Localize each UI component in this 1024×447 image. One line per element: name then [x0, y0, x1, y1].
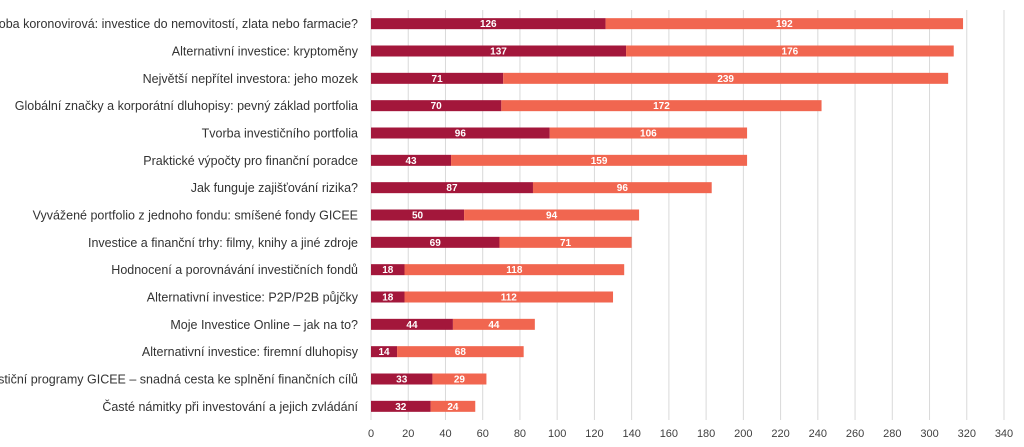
x-tick-label: 80 — [514, 428, 526, 440]
bar-segment-series-2 — [452, 318, 535, 330]
bar-value-label: 137 — [490, 47, 507, 58]
bar-segment-series-1 — [371, 182, 533, 194]
bar-value-label: 192 — [776, 19, 793, 30]
bar-segment-series-1 — [371, 264, 405, 276]
bar-segment-series-2 — [499, 236, 632, 248]
bar-segment-series-1 — [371, 127, 550, 139]
x-tick-label: 260 — [846, 428, 864, 440]
category-label: Globální značky a korporátní dluhopisy: … — [15, 99, 358, 113]
x-tick-label: 120 — [585, 428, 603, 440]
bar-segment-series-2 — [549, 127, 748, 139]
bar-segment-series-2 — [430, 400, 476, 412]
bar-segment-series-1 — [371, 100, 502, 112]
bar-segment-series-2 — [451, 154, 748, 166]
bar-value-label: 159 — [591, 156, 608, 167]
bar-value-label: 172 — [653, 101, 670, 112]
bar-value-label: 176 — [782, 47, 799, 58]
bar-segment-series-1 — [371, 45, 627, 57]
category-label: Doba koronovirová: investice do nemovito… — [0, 17, 358, 31]
bar-value-label: 118 — [506, 265, 523, 276]
bar-value-label: 44 — [488, 320, 500, 331]
bar-segment-series-2 — [432, 373, 487, 385]
category-label: Největší nepřítel investora: jeho mozek — [143, 72, 359, 86]
category-label: Hodnocení a porovnávání investičních fon… — [111, 263, 358, 277]
bar-value-label: 239 — [717, 74, 734, 85]
bar-value-label: 126 — [480, 19, 497, 30]
bar-value-label: 18 — [382, 293, 394, 304]
x-tick-label: 0 — [368, 428, 374, 440]
bar-segment-series-1 — [371, 18, 606, 30]
category-label: Investiční programy GICEE – snadná cesta… — [0, 373, 358, 387]
bar-segment-series-2 — [605, 18, 964, 30]
bar-value-label: 71 — [560, 238, 572, 249]
x-tick-label: 200 — [734, 428, 752, 440]
category-label: Investice a finanční trhy: filmy, knihy … — [88, 236, 358, 250]
category-label: Alternativní investice: firemní dluhopis… — [142, 345, 359, 359]
bar-value-label: 106 — [640, 129, 657, 140]
bar-segment-series-1 — [371, 291, 405, 303]
bar-value-label: 32 — [395, 402, 407, 413]
category-label: Praktické výpočty pro finanční poradce — [143, 154, 358, 168]
bar-value-label: 68 — [455, 347, 467, 358]
bar-segment-series-2 — [503, 72, 949, 84]
x-tick-label: 280 — [883, 428, 901, 440]
category-label: Časté námitky při investování a jejich z… — [102, 399, 358, 414]
bar-segment-series-2 — [532, 182, 712, 194]
bar-value-label: 33 — [396, 375, 408, 386]
category-labels: Doba koronovirová: investice do nemovito… — [0, 17, 359, 414]
bars: 126 192 137 176 71 239 70 172 96 106 43 159 87 96 50 94… — [371, 18, 964, 413]
x-tick-label: 180 — [697, 428, 715, 440]
category-label: Vyvážené portfolio z jednoho fondu: smíš… — [33, 209, 358, 223]
bar-segment-series-1 — [371, 209, 465, 221]
bar-value-label: 70 — [431, 101, 443, 112]
bar-value-label: 29 — [454, 375, 466, 386]
bar-segment-series-2 — [626, 45, 954, 57]
x-tick-label: 340 — [995, 428, 1013, 440]
x-tick-label: 20 — [402, 428, 414, 440]
x-tick-label: 100 — [548, 428, 566, 440]
bar-segment-series-1 — [371, 154, 452, 166]
x-tick-label: 240 — [809, 428, 827, 440]
x-tick-label: 320 — [958, 428, 976, 440]
x-tick-label: 300 — [920, 428, 938, 440]
bar-value-label: 94 — [546, 211, 558, 222]
x-tick-label: 60 — [477, 428, 489, 440]
bar-value-label: 96 — [617, 183, 629, 194]
bar-value-label: 50 — [412, 211, 424, 222]
bar-value-label: 18 — [382, 265, 394, 276]
bar-segment-series-1 — [371, 346, 398, 358]
category-label: Tvorba investičního portfolia — [202, 127, 358, 141]
bar-segment-series-2 — [464, 209, 640, 221]
x-tick-label: 140 — [622, 428, 640, 440]
category-label: Alternativní investice: P2P/P2B půjčky — [147, 291, 359, 305]
category-label: Jak funguje zajišťování rizika? — [191, 181, 358, 195]
x-axis-ticks: 0 20 40 60 80 100 120 140 160 180 200 220 240 260 280 3… — [368, 428, 1013, 440]
bar-segment-series-1 — [371, 318, 453, 330]
bar-value-label: 69 — [430, 238, 442, 249]
bar-segment-series-2 — [397, 346, 524, 358]
bar-value-label: 87 — [446, 183, 458, 194]
bar-segment-series-2 — [404, 264, 625, 276]
bar-segment-series-1 — [371, 373, 433, 385]
bar-value-label: 96 — [455, 129, 467, 140]
bar-value-label: 43 — [405, 156, 417, 167]
x-tick-label: 40 — [439, 428, 451, 440]
bar-value-label: 44 — [406, 320, 418, 331]
x-tick-label: 160 — [660, 428, 678, 440]
category-label: Alternativní investice: kryptoměny — [172, 45, 359, 59]
bar-segment-series-1 — [371, 400, 431, 412]
bar-value-label: 112 — [501, 293, 518, 304]
bar-value-label: 71 — [432, 74, 444, 85]
bar-segment-series-2 — [404, 291, 614, 303]
bar-value-label: 14 — [378, 347, 390, 358]
x-tick-label: 220 — [771, 428, 789, 440]
bar-segment-series-2 — [501, 100, 822, 112]
bar-segment-series-1 — [371, 72, 504, 84]
bar-value-label: 24 — [447, 402, 459, 413]
bar-segment-series-1 — [371, 236, 500, 248]
category-label: Moje Investice Online – jak na to? — [170, 318, 358, 332]
